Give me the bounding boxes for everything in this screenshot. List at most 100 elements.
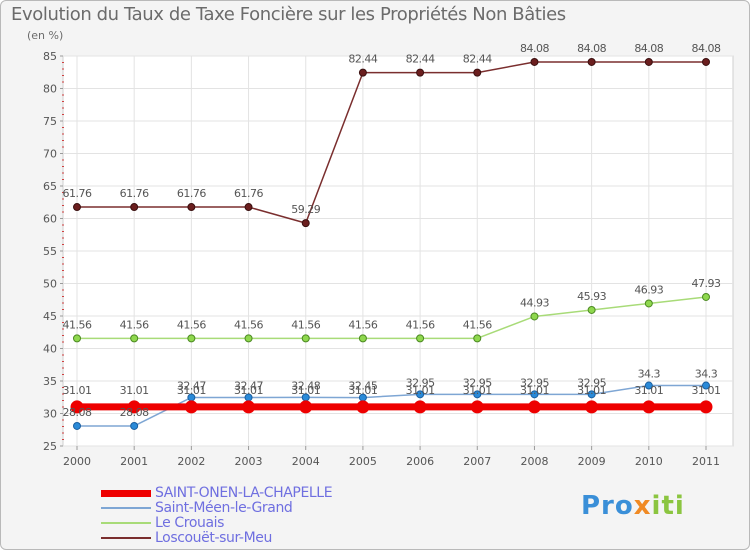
y-tick-label: 25 xyxy=(43,440,57,453)
data-point xyxy=(301,334,310,343)
data-point xyxy=(187,334,196,343)
chart-title: Evolution du Taux de Taxe Foncière sur l… xyxy=(11,4,566,25)
data-label: 32.48 xyxy=(291,379,320,392)
legend-swatch-le-crouais xyxy=(101,522,151,524)
data-point xyxy=(73,421,81,430)
y-tick-label: 55 xyxy=(43,245,57,258)
data-point xyxy=(644,299,653,308)
data-point xyxy=(413,400,427,414)
data-label: 41.56 xyxy=(406,318,435,331)
x-tick-label: 2010 xyxy=(635,455,663,468)
data-label: 45.93 xyxy=(577,290,606,303)
data-label: 32.45 xyxy=(348,380,377,393)
data-point xyxy=(73,203,81,212)
data-point xyxy=(530,312,539,321)
data-label: 32.95 xyxy=(577,376,606,389)
data-point xyxy=(301,219,310,228)
x-tick-label: 2003 xyxy=(235,455,263,468)
data-point xyxy=(530,390,539,399)
data-label: 82.44 xyxy=(348,53,377,66)
data-point xyxy=(702,292,710,301)
data-point xyxy=(416,334,425,343)
x-tick-label: 2000 xyxy=(63,455,91,468)
data-point xyxy=(244,334,253,343)
x-tick-label: 2004 xyxy=(292,455,320,468)
data-label: 41.56 xyxy=(120,318,149,331)
data-point xyxy=(644,381,653,390)
data-label: 41.56 xyxy=(348,318,377,331)
data-point xyxy=(416,68,425,77)
data-label: 31.01 xyxy=(692,384,721,397)
y-tick-label: 65 xyxy=(43,180,57,193)
data-point xyxy=(358,68,367,77)
data-label: 47.93 xyxy=(692,277,721,290)
y-tick-label: 45 xyxy=(43,310,57,323)
data-point xyxy=(130,421,139,430)
data-label: 32.95 xyxy=(520,376,549,389)
y-tick-label: 40 xyxy=(43,343,57,356)
data-point xyxy=(527,400,541,414)
data-point xyxy=(130,203,139,212)
data-label: 31.01 xyxy=(177,384,206,397)
label-layer: 31.01 31.01 31.01 31.01 31.01 31.01 31.01 31.01… xyxy=(63,42,722,419)
x-tick-label: 2001 xyxy=(120,455,148,468)
y-tick-label: 70 xyxy=(43,148,57,161)
data-label: 41.56 xyxy=(291,318,320,331)
data-label: 31.01 xyxy=(63,384,92,397)
series-layer xyxy=(70,57,713,430)
y-tick-label: 60 xyxy=(43,213,57,226)
data-label: 34.3 xyxy=(695,368,718,381)
data-label: 41.56 xyxy=(177,318,206,331)
grid-layer xyxy=(63,55,733,447)
series-line xyxy=(76,296,707,340)
data-label: 84.08 xyxy=(634,42,663,55)
axis-layer: 25 30 35 40 45 50 55 60 65 70 75 80 85 2000 2001 2002 20… xyxy=(43,50,720,468)
data-point xyxy=(642,400,656,414)
data-label: 31.01 xyxy=(520,384,549,397)
proxiti-logo: Proxiti xyxy=(581,491,685,521)
data-point xyxy=(130,334,139,343)
data-point xyxy=(702,381,710,390)
data-label: 82.44 xyxy=(463,53,492,66)
data-point xyxy=(587,57,596,66)
y-tick-label: 35 xyxy=(43,375,57,388)
x-tick-label: 2005 xyxy=(349,455,377,468)
data-label: 31.01 xyxy=(291,384,320,397)
x-tick-label: 2011 xyxy=(692,455,720,468)
x-tick-label: 2002 xyxy=(177,455,205,468)
data-label: 32.47 xyxy=(177,379,206,392)
data-label: 61.76 xyxy=(63,187,92,200)
data-label: 61.76 xyxy=(177,187,206,200)
data-point xyxy=(702,57,710,66)
legend-label-le-crouais: Le Crouais xyxy=(155,515,225,531)
data-label: 31.01 xyxy=(463,384,492,397)
line-chart-plot: 25 30 35 40 45 50 55 60 65 70 75 80 85 2000 2001 2002 20… xyxy=(43,42,734,468)
data-label: 46.93 xyxy=(634,283,663,296)
y-tick-label: 80 xyxy=(43,83,57,96)
data-point xyxy=(299,400,313,414)
data-point xyxy=(184,400,198,414)
data-point xyxy=(244,203,253,212)
data-label: 32.95 xyxy=(406,376,435,389)
data-point xyxy=(587,305,596,314)
data-label: 32.47 xyxy=(234,379,263,392)
data-label: 31.01 xyxy=(406,384,435,397)
y-tick-label: 75 xyxy=(43,115,57,128)
data-point xyxy=(73,334,81,343)
data-label: 31.01 xyxy=(120,384,149,397)
data-point xyxy=(587,390,596,399)
data-point xyxy=(187,203,196,212)
data-point xyxy=(416,390,425,399)
data-label: 59.29 xyxy=(291,203,320,216)
data-point xyxy=(356,400,370,414)
x-tick-label: 2009 xyxy=(578,455,606,468)
legend-swatch-saint-meen xyxy=(101,507,151,509)
y-axis-unit-label: (en %) xyxy=(27,29,64,42)
legend-label-saint-onen: SAINT-ONEN-LA-CHAPELLE xyxy=(155,485,333,501)
data-label: 82.44 xyxy=(406,53,435,66)
data-point xyxy=(70,400,84,414)
y-tick-label: 30 xyxy=(43,408,57,421)
data-label: 84.08 xyxy=(577,42,606,55)
data-point xyxy=(644,57,653,66)
